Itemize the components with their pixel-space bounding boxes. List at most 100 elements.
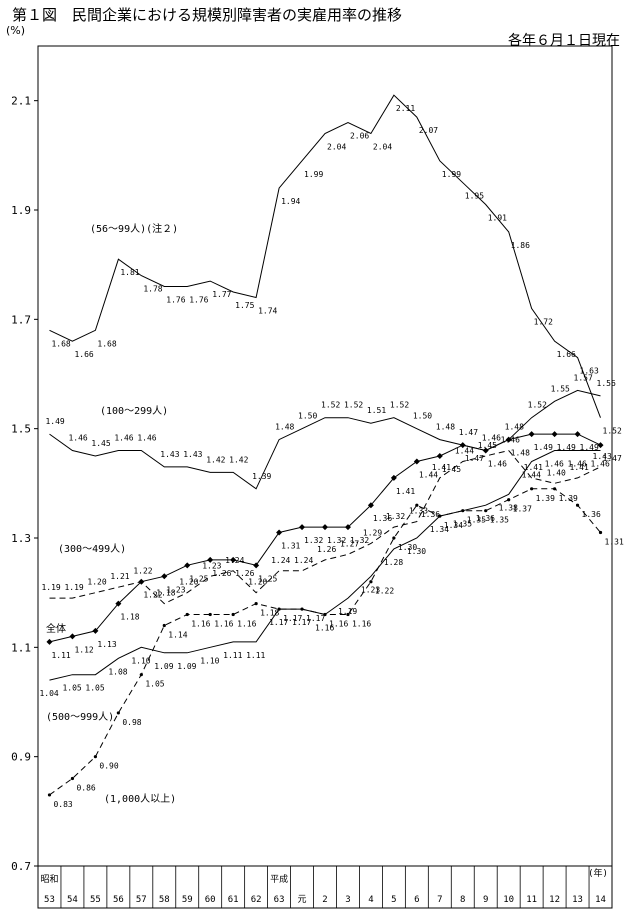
data-label: 1.41 — [396, 487, 415, 496]
data-label: 1.63 — [580, 367, 599, 376]
x-tick-label: 62 — [251, 895, 262, 905]
data-label: 0.83 — [53, 800, 72, 809]
data-label: 1.35 — [490, 516, 509, 525]
data-label: 1.56 — [597, 379, 616, 388]
data-label: 1.31 — [281, 542, 300, 551]
series-name-label: (300～499人) — [58, 543, 126, 555]
data-label: 1.22 — [133, 567, 152, 576]
data-label: 0.86 — [76, 784, 95, 793]
data-label: 1.20 — [87, 578, 106, 587]
x-tick-label: 56 — [113, 895, 124, 905]
data-label: 1.94 — [281, 197, 300, 206]
series-point — [185, 612, 189, 617]
data-label: 1.39 — [536, 494, 555, 503]
data-label: 1.95 — [465, 192, 484, 201]
data-label: 1.24 — [271, 556, 290, 565]
x-tick-label: 58 — [159, 895, 170, 905]
data-label: 1.36 — [582, 510, 601, 519]
series-point — [346, 612, 350, 617]
data-label: 1.19 — [41, 583, 60, 592]
y-tick-label: 1.1 — [11, 641, 31, 654]
data-label: 1.52 — [603, 427, 622, 436]
data-label: 1.20 — [179, 578, 198, 587]
data-label: 1.57 — [574, 373, 593, 382]
data-label: 1.19 — [64, 583, 83, 592]
data-label: 1.20 — [248, 578, 267, 587]
data-label: 1.25 — [189, 574, 208, 583]
data-label: 1.52 — [390, 401, 409, 410]
series-point — [598, 530, 603, 535]
series-point — [461, 509, 465, 513]
data-label: 1.86 — [511, 241, 530, 250]
data-label: 1.41 — [570, 463, 589, 472]
data-label: 2.04 — [373, 142, 392, 151]
data-label: 1.16 — [352, 620, 371, 629]
series-point — [551, 431, 558, 438]
data-label: 2.04 — [327, 142, 346, 151]
chart-title: 第１図 民間企業における規模別障害者の実雇用率の推移 — [12, 6, 403, 24]
data-label: 1.52 — [344, 401, 363, 410]
data-label: 1.50 — [298, 412, 317, 421]
data-label: 1.17 — [292, 618, 311, 627]
data-label: 1.46 — [568, 460, 587, 469]
data-label: 1.36 — [421, 510, 440, 519]
series-point — [392, 536, 396, 540]
series-point — [207, 556, 214, 563]
data-label: 1.24 — [294, 556, 313, 565]
x-tick-label: 13 — [572, 895, 583, 905]
series-point — [93, 755, 97, 759]
data-label: 1.99 — [304, 170, 323, 179]
data-label: 1.47 — [603, 454, 622, 463]
data-label: 1.08 — [108, 667, 127, 676]
series-name-label: (56～99人)(注２) — [90, 222, 178, 235]
x-tick-label: 14 — [595, 895, 606, 905]
data-label: 1.48 — [505, 423, 524, 432]
series-name-label: (1,000人以上) — [104, 793, 176, 805]
series-point — [413, 458, 420, 465]
data-label: 1.16 — [237, 620, 256, 629]
series-point — [505, 436, 512, 443]
series-point — [597, 442, 604, 449]
data-label: 1.49 — [557, 443, 576, 452]
x-axis-unit: (年) — [588, 867, 608, 879]
data-label: 1.52 — [528, 401, 547, 410]
data-label: 1.13 — [97, 640, 116, 649]
data-label: 1.41 — [432, 463, 451, 472]
data-label: 1.23 — [202, 561, 221, 570]
data-label: 2.07 — [419, 126, 438, 135]
data-label: 1.49 — [534, 443, 553, 452]
data-label: 1.42 — [229, 455, 248, 464]
series-name-label: (100～299人) — [100, 405, 168, 417]
data-label: 1.46 — [591, 460, 610, 469]
y-axis-unit: (%) — [6, 24, 26, 37]
x-tick-label: 54 — [67, 895, 78, 905]
data-label: 1.11 — [223, 651, 242, 660]
data-label: 1.76 — [189, 296, 208, 305]
series-point — [574, 431, 581, 438]
x-tick-label: 2 — [322, 895, 327, 905]
series-point — [528, 431, 535, 438]
data-label: 1.81 — [120, 268, 139, 277]
data-label: 1.18 — [260, 609, 279, 618]
data-label: 1.12 — [74, 645, 93, 654]
series-point — [276, 529, 283, 536]
data-label: 1.44 — [522, 470, 541, 479]
series-point — [231, 612, 235, 617]
series-point — [46, 638, 53, 645]
data-label: 1.45 — [442, 465, 461, 474]
data-label: 1.26 — [235, 569, 254, 578]
series-point — [115, 600, 122, 607]
data-label: 1.78 — [143, 285, 162, 294]
series-point — [482, 447, 489, 454]
x-tick-label: 53 — [44, 895, 55, 905]
x-tick-label: 5 — [391, 895, 396, 905]
data-label: 1.26 — [317, 545, 336, 554]
series-point — [322, 524, 328, 531]
y-tick-label: 1.3 — [11, 532, 31, 545]
x-tick-label: 63 — [274, 895, 285, 905]
series-point — [300, 607, 304, 611]
data-label: 1.22 — [143, 591, 162, 600]
data-label: 1.33 — [409, 507, 428, 516]
series-point — [484, 509, 488, 513]
data-label: 1.16 — [329, 620, 348, 629]
